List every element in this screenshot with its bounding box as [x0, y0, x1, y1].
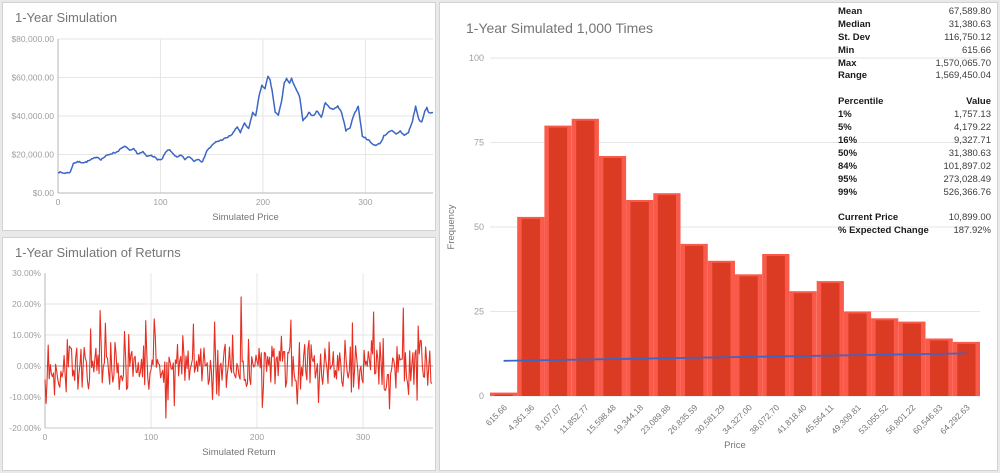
- svg-text:64,292.63: 64,292.63: [938, 402, 972, 436]
- svg-text:300: 300: [356, 432, 370, 442]
- stat-label: 5%: [838, 122, 852, 134]
- svg-text:0: 0: [43, 432, 48, 442]
- svg-text:Simulated Return: Simulated Return: [202, 447, 275, 458]
- histogram-bars: [490, 118, 980, 397]
- returns-series-line: [44, 296, 433, 419]
- svg-text:$40,000.00: $40,000.00: [11, 111, 54, 121]
- stat-value: 1,570,065.70: [935, 57, 991, 69]
- trend-line: [503, 352, 967, 362]
- stat-value: 101,897.02: [943, 160, 991, 172]
- svg-text:300: 300: [358, 197, 372, 207]
- stat-value: 116,750.12: [944, 31, 991, 43]
- stat-label: St. Dev: [838, 31, 871, 43]
- svg-text:75: 75: [474, 138, 484, 148]
- stat-label: Percentile: [838, 96, 884, 108]
- stat-label: 16%: [838, 135, 858, 147]
- simulation-histogram: 0255075100Frequency615.664,361.368,107.0…: [446, 53, 980, 451]
- stat-label: Mean: [838, 6, 863, 17]
- stat-value: Value: [966, 96, 991, 108]
- svg-text:100: 100: [144, 432, 158, 442]
- stat-label: 99%: [838, 186, 858, 198]
- svg-text:100: 100: [469, 53, 484, 63]
- svg-text:25: 25: [474, 307, 484, 317]
- stat-row[interactable]: 84% 101,897.02: [838, 161, 991, 174]
- svg-text:$60,000.00: $60,000.00: [11, 73, 54, 83]
- stat-label: 50%: [838, 147, 858, 159]
- stat-value: 10,899.00: [948, 212, 991, 224]
- stats-panel: Mean 67,589.80 Median 31,380.63 St. Dev 116,7…: [838, 6, 991, 238]
- stat-row[interactable]: 50% 31,380.63: [838, 148, 991, 161]
- stat-value: 1,757.13: [954, 109, 991, 121]
- svg-text:0: 0: [56, 197, 61, 207]
- stat-value: 4,179.22: [954, 122, 991, 134]
- spacer: [838, 83, 991, 96]
- stat-row[interactable]: 5% 4,179.22: [838, 122, 991, 135]
- stat-row[interactable]: St. Dev 116,750.12: [838, 32, 991, 45]
- chart-title: 1-Year Simulation: [15, 10, 118, 25]
- stat-label: Current Price: [838, 212, 899, 224]
- stat-value: 31,380.63: [948, 18, 991, 30]
- svg-text:200: 200: [250, 432, 264, 442]
- stat-label: 84%: [838, 160, 858, 172]
- svg-text:10.00%: 10.00%: [12, 330, 41, 340]
- stat-label: % Expected Change: [838, 225, 929, 237]
- stat-value: 67,589.80: [948, 6, 991, 17]
- svg-text:30.00%: 30.00%: [12, 268, 41, 278]
- stat-row[interactable]: 95% 273,028.49: [838, 174, 991, 187]
- stat-row[interactable]: Min 615.66: [838, 45, 991, 58]
- returns-simulation-chart-card[interactable]: 1-Year Simulation of Returns 30.00% 20.00…: [2, 237, 436, 471]
- price-series-line: [57, 75, 434, 175]
- stat-value: 9,327.71: [954, 135, 991, 147]
- svg-text:Frequency: Frequency: [446, 204, 457, 249]
- stat-value: 615.66: [961, 44, 991, 56]
- svg-text:$20,000.00: $20,000.00: [11, 150, 54, 160]
- svg-text:100: 100: [153, 197, 167, 207]
- stat-label: Range: [838, 70, 868, 82]
- stat-row[interactable]: Median 31,380.63: [838, 19, 991, 32]
- svg-text:0: 0: [479, 391, 484, 401]
- stat-row[interactable]: % Expected Change 187.92%: [838, 225, 991, 238]
- stat-row[interactable]: Percentile Value: [838, 96, 991, 109]
- stat-row[interactable]: Max 1,570,065.70: [838, 58, 991, 71]
- svg-text:-20.00%: -20.00%: [9, 423, 41, 433]
- svg-text:4,361.36: 4,361.36: [506, 402, 537, 433]
- stat-label: 95%: [838, 173, 858, 185]
- stat-label: Max: [838, 57, 857, 69]
- svg-text:Price: Price: [724, 440, 746, 451]
- chart-title: 1-Year Simulation of Returns: [15, 245, 181, 260]
- price-simulation-chart-card[interactable]: 1-Year Simulation $0.00 $20,000.00 $40,000…: [2, 2, 436, 231]
- svg-text:0.00%: 0.00%: [17, 361, 42, 371]
- stat-label: Min: [838, 44, 855, 56]
- stat-value: 1,569,450.04: [935, 70, 991, 82]
- chart-title: 1-Year Simulated 1,000 Times: [466, 20, 654, 36]
- svg-text:615.66: 615.66: [484, 402, 510, 428]
- stat-row[interactable]: 16% 9,327.71: [838, 135, 991, 148]
- svg-text:20.00%: 20.00%: [12, 299, 41, 309]
- spacer: [838, 199, 991, 212]
- histogram-chart-card[interactable]: 1-Year Simulated 1,000 Times 0 25 50 75 100 F…: [439, 2, 998, 471]
- svg-text:-10.00%: -10.00%: [9, 392, 41, 402]
- stat-value: 31,380.63: [948, 147, 991, 159]
- price-line-chart: $0.00 $20,000.00 $40,000.00 $60,000.00 $80,0…: [11, 34, 434, 223]
- stat-row[interactable]: 1% 1,757.13: [838, 109, 991, 122]
- svg-text:Simulated Price: Simulated Price: [212, 212, 279, 223]
- stat-row[interactable]: Current Price 10,899.00: [838, 212, 991, 225]
- stat-value: 273,028.49: [943, 173, 991, 185]
- svg-text:200: 200: [256, 197, 270, 207]
- stat-value: 187.92%: [953, 225, 991, 237]
- svg-text:50: 50: [474, 222, 484, 232]
- stat-label: Median: [838, 18, 871, 30]
- stat-label: 1%: [838, 109, 852, 121]
- stat-row[interactable]: Mean 67,589.80: [838, 6, 991, 19]
- stat-row[interactable]: Range 1,569,450.04: [838, 70, 991, 83]
- returns-line-chart: 30.00% 20.00% 10.00% 0.00% -10.00% -20.00%0 10…: [9, 268, 433, 458]
- svg-text:$0.00: $0.00: [33, 188, 55, 198]
- svg-text:$80,000.00: $80,000.00: [11, 34, 54, 44]
- stat-row[interactable]: 99% 526,366.76: [838, 187, 991, 200]
- stat-value: 526,366.76: [943, 186, 991, 198]
